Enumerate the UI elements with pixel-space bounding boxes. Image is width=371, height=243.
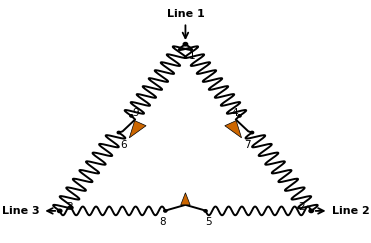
Text: Line 1: Line 1 [167,9,204,19]
Text: 5: 5 [206,217,212,227]
Text: 2: 2 [298,202,305,212]
Text: 1: 1 [188,52,195,61]
Text: 4: 4 [232,108,239,118]
Polygon shape [225,121,242,138]
Polygon shape [129,121,146,138]
Polygon shape [181,193,190,205]
Circle shape [117,131,120,134]
Circle shape [183,43,188,46]
Text: 6: 6 [120,140,127,150]
Text: Line 2: Line 2 [332,206,370,216]
Text: 3: 3 [66,202,73,212]
Circle shape [309,209,313,213]
Text: 9: 9 [132,108,139,118]
Circle shape [250,131,254,134]
Text: Line 3: Line 3 [1,206,39,216]
Circle shape [130,115,133,117]
Circle shape [238,115,241,117]
Circle shape [58,209,62,213]
Text: 8: 8 [159,217,165,227]
Text: 7: 7 [244,140,251,150]
Circle shape [204,210,207,212]
Circle shape [164,210,167,212]
